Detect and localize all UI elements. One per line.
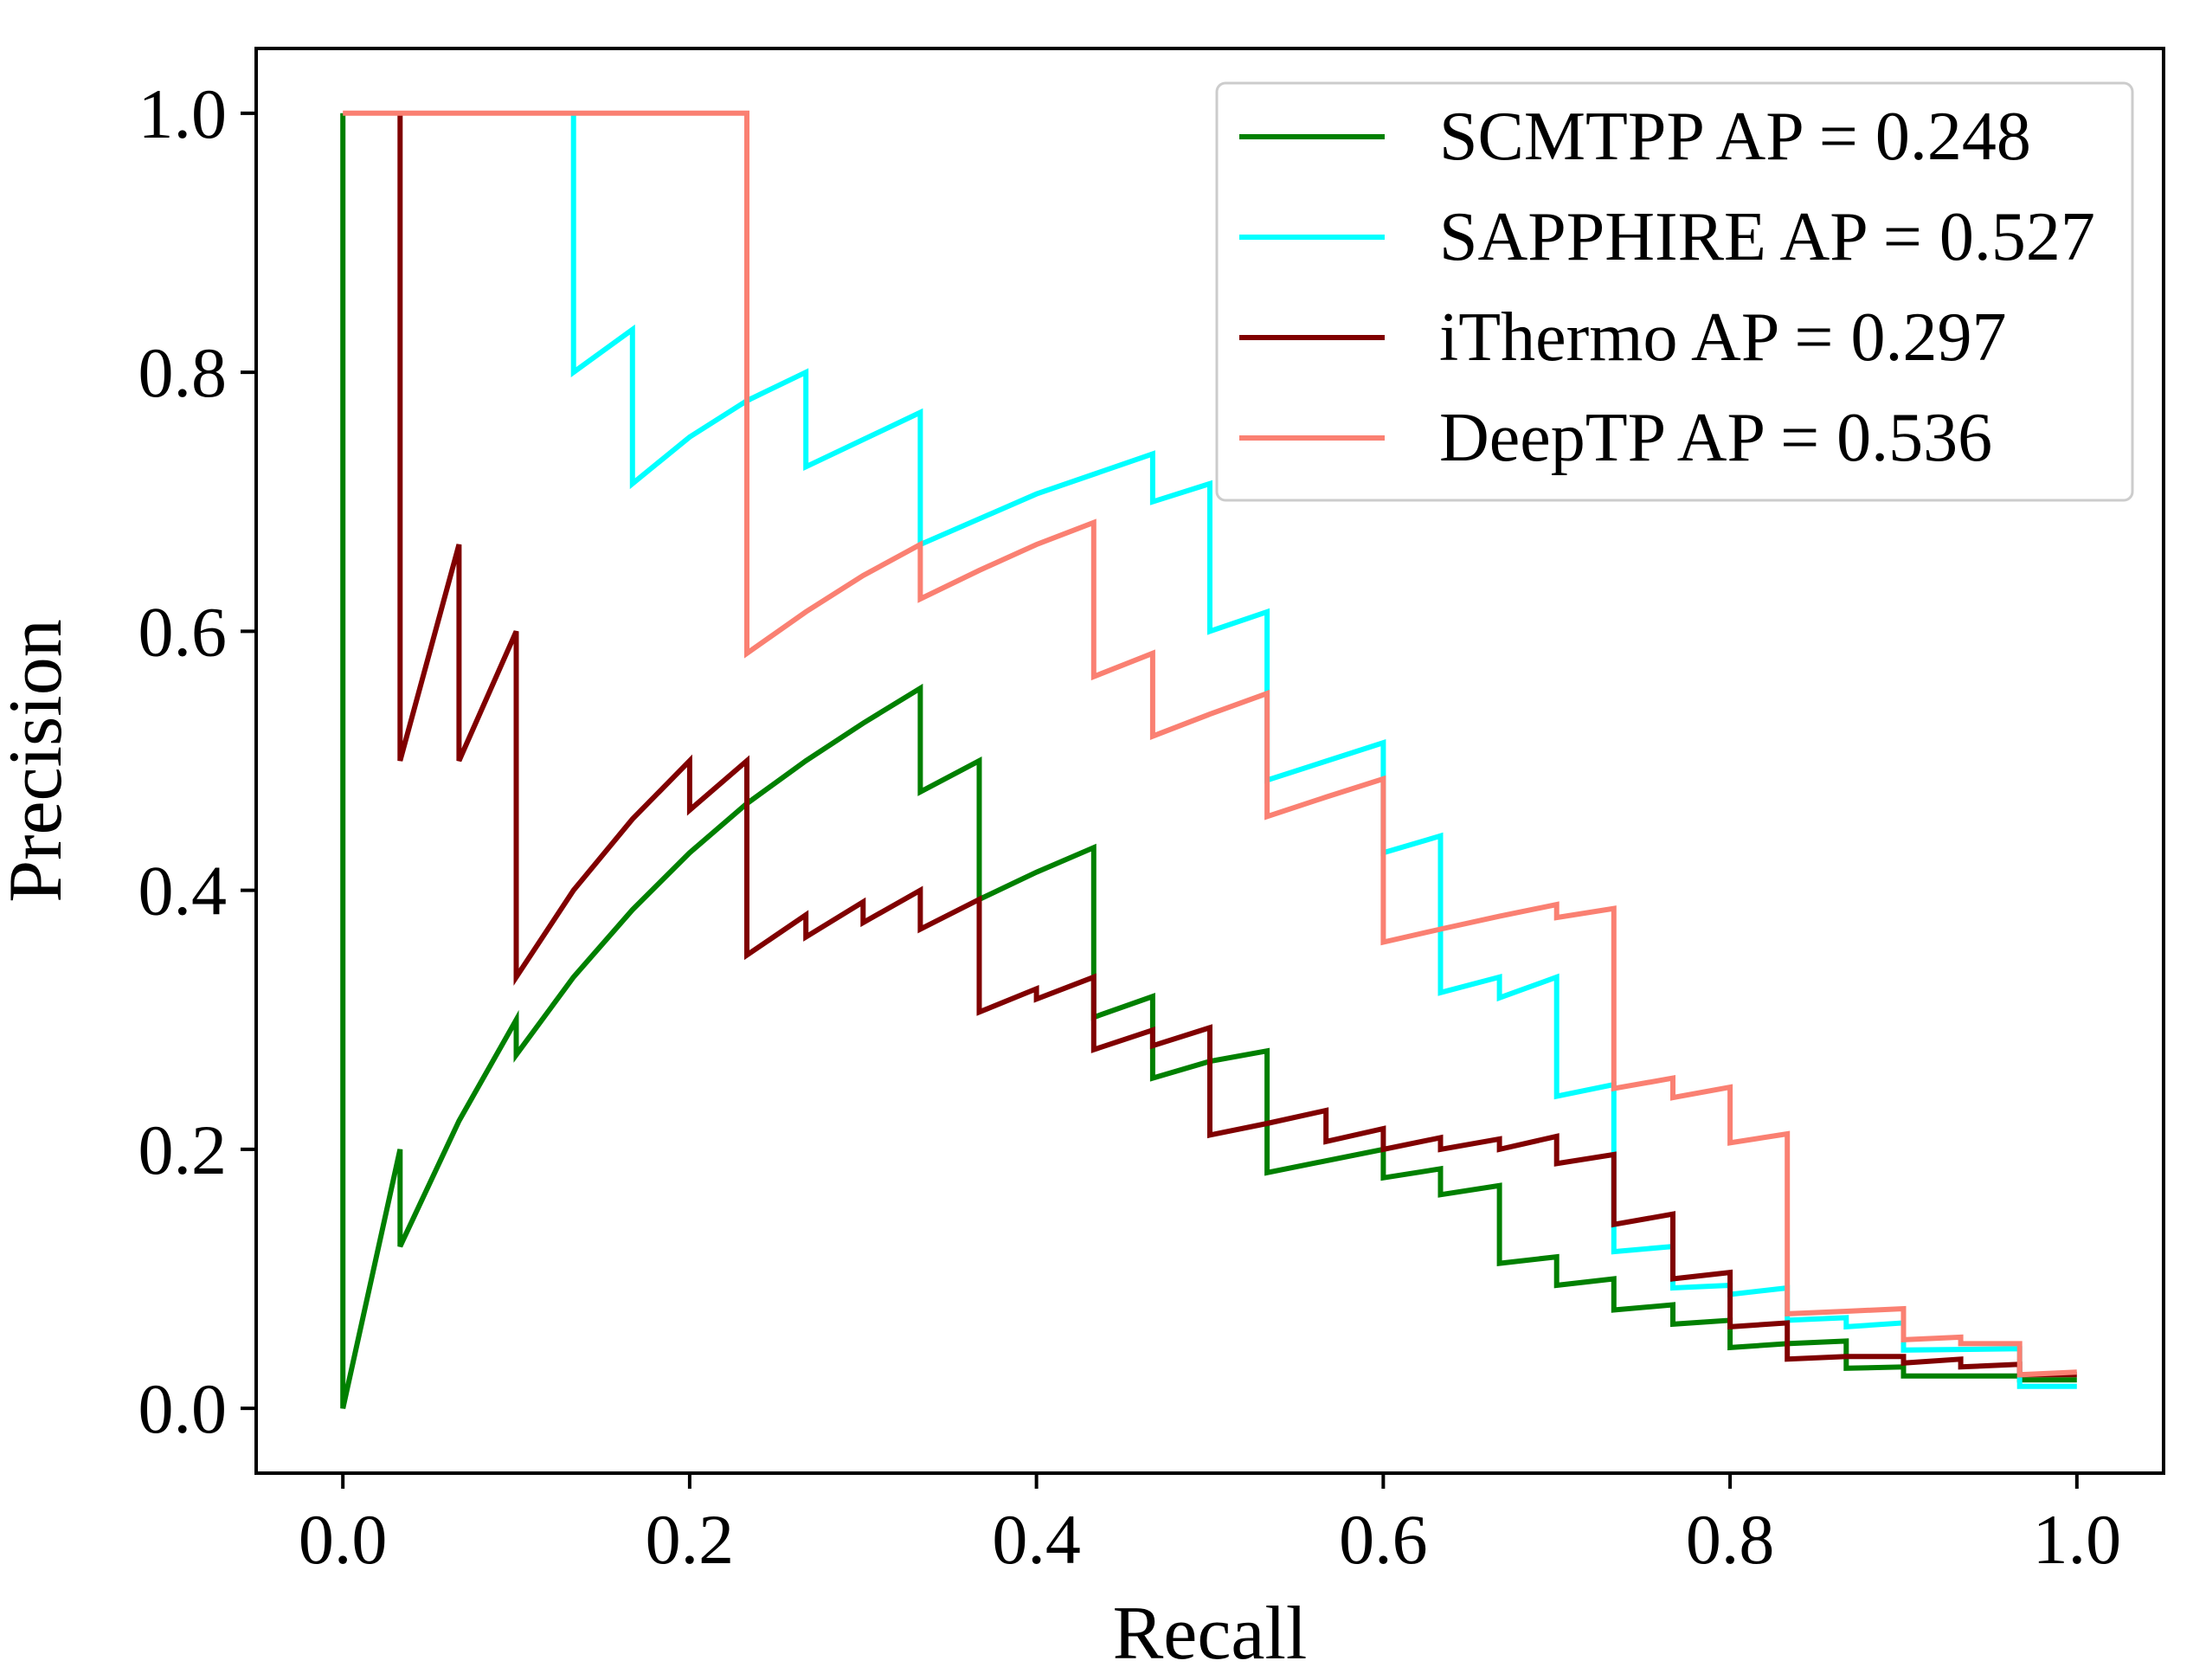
legend-label-1: SAPPHIRE AP = 0.527	[1439, 199, 2095, 275]
series-line-1	[570, 113, 2077, 1389]
series-line-2	[397, 113, 2077, 1378]
y-tick-label: 0.0	[138, 1369, 228, 1448]
x-tick-label: 0.6	[1339, 1500, 1428, 1579]
series-line-0	[340, 113, 2077, 1409]
y-tick-label: 1.0	[138, 74, 228, 153]
series-line-3	[343, 110, 2077, 1378]
y-tick-label: 0.2	[138, 1110, 228, 1189]
x-axis-label: Recall	[1113, 1592, 1308, 1676]
y-tick-label: 0.4	[138, 852, 228, 930]
ticks-layer: 0.0 0.2 0.4 0.6 0.8 1.0 0.0 0.2 0.4 0.6 0.8 1.0	[138, 74, 2122, 1579]
legend-label-0: SCMTPP AP = 0.248	[1439, 99, 2031, 175]
legend-label-3: DeepTP AP = 0.536	[1439, 400, 1992, 476]
y-tick-label: 0.8	[138, 333, 228, 412]
legend-label-2: iThermo AP = 0.297	[1439, 299, 2006, 376]
y-axis-label: Precision	[0, 619, 78, 903]
x-tick-label: 0.0	[299, 1500, 388, 1579]
y-tick-label: 0.6	[138, 592, 228, 671]
series-layer	[340, 110, 2077, 1409]
legend: SCMTPP AP = 0.248 SAPPHIRE AP = 0.527 iThe…	[1215, 81, 2134, 502]
legend-box	[1215, 81, 2134, 502]
x-tick-label: 0.2	[646, 1500, 735, 1579]
x-tick-label: 0.4	[992, 1500, 1081, 1579]
plot-frame	[254, 47, 2165, 1475]
x-tick-label: 0.8	[1686, 1500, 1775, 1579]
x-tick-label: 1.0	[2033, 1500, 2122, 1579]
